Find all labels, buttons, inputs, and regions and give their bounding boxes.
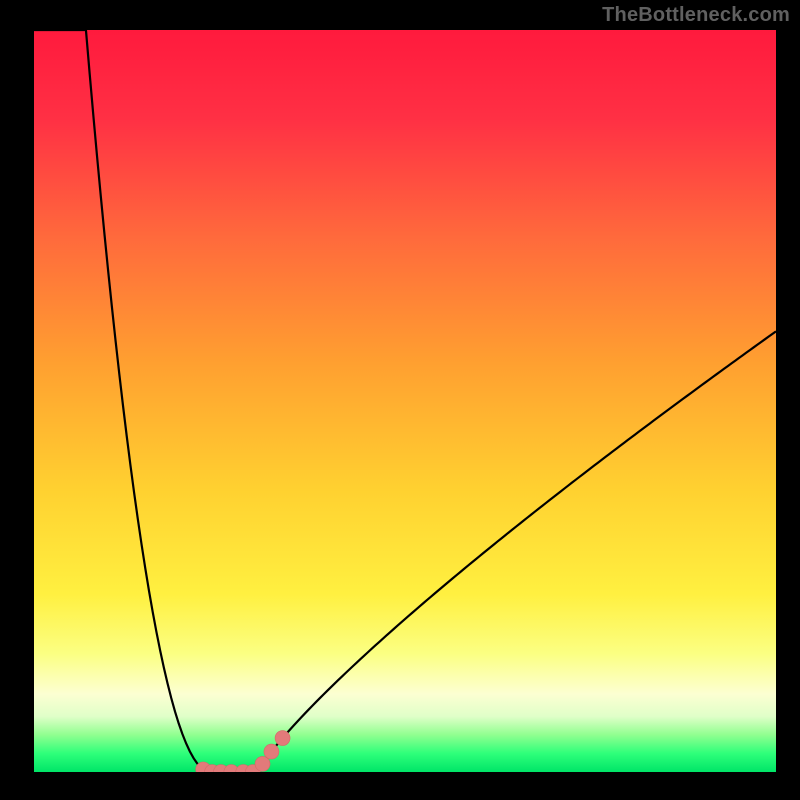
chart-container: TheBottleneck.com [0, 0, 800, 800]
valley-marker [255, 756, 270, 771]
chart-svg [0, 0, 800, 800]
valley-marker [264, 744, 279, 759]
plot-background [34, 30, 776, 772]
valley-marker [275, 731, 290, 746]
watermark: TheBottleneck.com [602, 4, 790, 27]
